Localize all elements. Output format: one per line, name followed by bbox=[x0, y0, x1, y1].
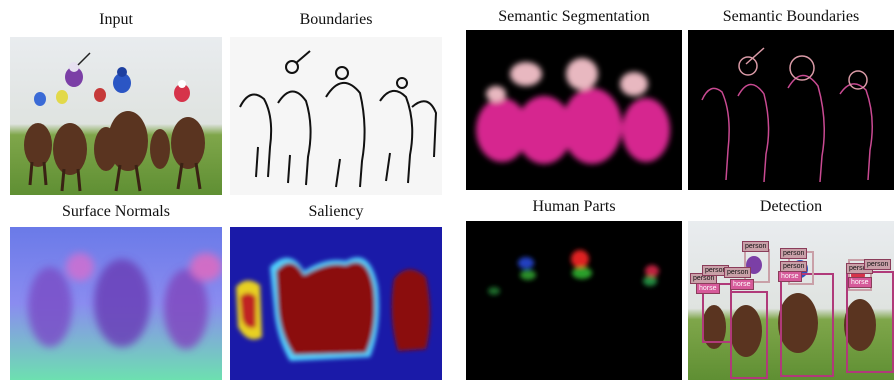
detection-label: horse bbox=[778, 271, 802, 282]
semantic-boundaries-title: Semantic Boundaries bbox=[722, 8, 860, 25]
detection-label: person bbox=[742, 241, 770, 252]
semantic-segmentation-image bbox=[466, 30, 682, 190]
surface-normals-image bbox=[10, 227, 222, 380]
detection-label: horse bbox=[696, 283, 720, 294]
detection-box-person bbox=[848, 259, 872, 291]
semantic-segmentation-title: Semantic Segmentation bbox=[498, 8, 650, 25]
saliency-title: Saliency bbox=[308, 203, 364, 220]
boundaries-image bbox=[230, 37, 442, 195]
surface-normals-title: Surface Normals bbox=[62, 203, 170, 220]
human-parts-title: Human Parts bbox=[532, 198, 616, 215]
boundaries-title: Boundaries bbox=[299, 11, 373, 28]
detection-label: person bbox=[864, 259, 892, 270]
detection-box-horse bbox=[730, 291, 768, 379]
detection-label: person bbox=[724, 267, 752, 278]
detection-image: person person person person person perso… bbox=[688, 221, 894, 380]
input-title: Input bbox=[99, 11, 133, 28]
detection-box-horse bbox=[780, 273, 834, 377]
detection-label: horse bbox=[730, 279, 754, 290]
human-parts-image bbox=[466, 221, 682, 380]
semantic-boundaries-image bbox=[688, 30, 894, 190]
input-image bbox=[10, 37, 222, 195]
detection-label: horse bbox=[848, 277, 872, 288]
saliency-image bbox=[230, 227, 442, 380]
detection-label: person bbox=[780, 248, 808, 259]
detection-title: Detection bbox=[759, 198, 823, 215]
